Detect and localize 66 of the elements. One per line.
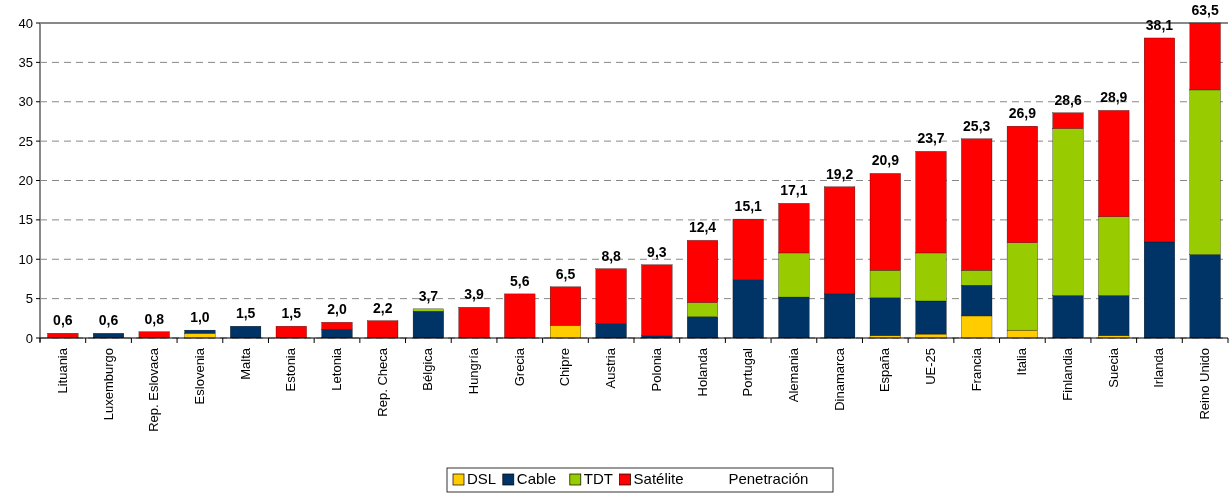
total-label: 2,0	[327, 301, 347, 318]
y-tick-label: 10	[18, 251, 33, 267]
y-tick-label: 35	[18, 54, 33, 70]
annotation: 63,5	[1191, 2, 1219, 18]
total-label: 8,8	[601, 247, 622, 264]
total-label: 17,1	[780, 182, 808, 199]
x-tick-label: Chipre	[557, 348, 573, 387]
total-label: 9,3	[647, 243, 667, 260]
x-tick-label: Holanda	[694, 347, 710, 397]
total-label: 1,5	[235, 305, 256, 322]
x-tick-label: Alemania	[785, 347, 801, 403]
total-label: 23,7	[917, 130, 945, 147]
x-tick-label: Grecia	[511, 347, 527, 387]
x-tick-label: Lituania	[54, 347, 70, 394]
total-label: 2,2	[372, 299, 393, 316]
total-label: 12,4	[688, 219, 717, 236]
total-label: 3,9	[464, 286, 485, 303]
x-tick-label: Luxemburgo	[100, 348, 116, 421]
total-label: 0,6	[53, 312, 73, 329]
y-tick-label: 0	[25, 330, 33, 346]
x-tick-label: Estonia	[283, 347, 299, 392]
total-label: 6,5	[555, 265, 576, 282]
x-tick-label: Italia	[1014, 347, 1030, 376]
total-label: 0,8	[144, 310, 165, 327]
x-tick-label: Rep. Checa	[374, 347, 390, 417]
x-tick-label: Hungría	[466, 347, 482, 395]
total-label: 1,5	[281, 305, 302, 322]
total-label: 38,1	[1145, 16, 1174, 33]
total-label: 1,0	[190, 309, 210, 326]
x-tick-label: Portugal	[740, 347, 756, 397]
total-label: 5,6	[510, 272, 530, 289]
y-tick-label: 20	[18, 173, 33, 189]
x-tick-label: Letonia	[329, 347, 344, 391]
x-tick-label: Irlanda	[1151, 347, 1167, 388]
text: Penetración	[728, 470, 809, 487]
total-label: 0,6	[98, 312, 119, 329]
x-tick-label: Bélgica	[420, 347, 436, 391]
y-tick-label: 5	[25, 291, 33, 307]
x-tick-label: Reino Unido	[1197, 348, 1213, 420]
legend-label: Cable	[516, 470, 556, 487]
x-tick-label: Dinamarca	[831, 347, 847, 411]
y-tick-label: 40	[18, 15, 33, 31]
x-tick-label: Suecia	[1105, 347, 1121, 388]
total-label: 20,9	[871, 152, 900, 169]
x-tick-label: España	[877, 347, 893, 393]
total-label: 26,9	[1008, 105, 1037, 122]
y-tick-label: 15	[18, 212, 33, 228]
x-tick-label: Eslovenia	[191, 347, 207, 405]
x-tick-label: Austria	[603, 347, 619, 389]
y-tick-label: 25	[18, 133, 33, 149]
x-tick-label: Rep. Eslovaca	[146, 347, 162, 432]
legend-label: DSL	[467, 470, 497, 487]
total-label: 19,2	[825, 165, 854, 182]
total-label: 15,1	[734, 198, 763, 215]
total-label: 25,3	[963, 117, 991, 134]
x-tick-label: Francia	[968, 347, 984, 392]
total-label: 28,9	[1100, 89, 1128, 106]
y-tick-label: 30	[18, 94, 33, 110]
x-tick-label: Malta	[237, 347, 253, 380]
legend-label: Satélite	[633, 470, 684, 487]
legend-label: TDT	[583, 470, 613, 487]
total-label: 3,7	[418, 287, 439, 304]
x-tick-label: UE-25	[923, 348, 938, 385]
total-label: 28,6	[1054, 91, 1082, 108]
x-tick-label: Finlandia	[1060, 347, 1076, 401]
x-tick-label: Polonia	[648, 347, 664, 392]
